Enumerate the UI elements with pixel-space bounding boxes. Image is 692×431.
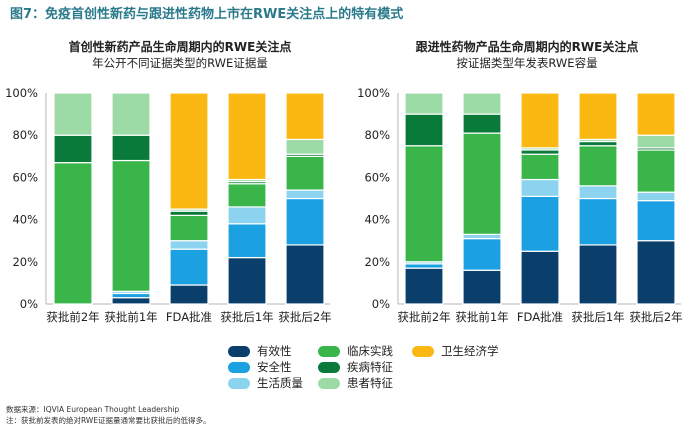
right-bar-segment [404, 92, 444, 115]
right-bar-segment [636, 149, 676, 193]
left-bar-segment [285, 189, 325, 200]
right-bar-segment [404, 145, 444, 263]
left-category-label: 获批前2年 [46, 310, 99, 324]
right-chart-subtitle: 按证据类型年发表RWE容量 [456, 56, 598, 70]
right-bar-segment [520, 195, 560, 252]
right-ytick-label: 20% [364, 255, 390, 269]
left-bar-segment [227, 206, 267, 225]
right-bar-segment [636, 240, 676, 305]
right-bar-segment [520, 250, 560, 305]
right-bar-segment [520, 178, 560, 197]
right-bar-segment [578, 140, 618, 147]
left-bar-segment [169, 240, 209, 250]
left-bar-segment [111, 159, 151, 292]
left-bar-segment [53, 134, 93, 164]
left-category-label: 获批后2年 [278, 310, 331, 324]
right-bar-segment [578, 145, 618, 187]
left-bar-segment [285, 244, 325, 305]
right-bar-segment [462, 132, 502, 235]
right-bar-segment [404, 113, 444, 147]
right-bar-segment [462, 233, 502, 240]
right-bar-segment [462, 113, 502, 134]
left-ytick-label: 100% [5, 86, 38, 100]
left-ytick-label: 20% [12, 255, 38, 269]
left-bar-segment [227, 223, 267, 259]
right-category-label: 获批前2年 [397, 310, 450, 324]
left-bar-segment [227, 256, 267, 305]
right-bar-segment [578, 92, 618, 141]
right-category-label: 获批后1年 [571, 310, 624, 324]
right-bar-segment [520, 149, 560, 155]
right-bar-segment [578, 185, 618, 200]
right-ytick-label: 40% [364, 213, 390, 227]
left-category-label: 获批前1年 [104, 310, 157, 324]
right-bar-segment [462, 237, 502, 271]
right-ytick-label: 100% [357, 86, 390, 100]
left-bar-segment [169, 248, 209, 286]
right-bar-segment [578, 197, 618, 246]
left-bar-segment [111, 292, 151, 299]
left-bar-segment [111, 92, 151, 136]
right-bar-segment [636, 92, 676, 136]
left-category-label: 获批后1年 [220, 310, 273, 324]
right-category-label: 获批前1年 [455, 310, 508, 324]
left-bar-segment [285, 92, 325, 141]
left-bar-segment [169, 210, 209, 216]
left-bar-segment [169, 284, 209, 305]
left-bar-segment [285, 197, 325, 246]
right-bar-segment [636, 134, 676, 149]
left-category-label: FDA批准 [166, 310, 212, 324]
right-bar-segment [578, 244, 618, 305]
left-ytick-label: 40% [12, 213, 38, 227]
left-ytick-label: 0% [20, 297, 38, 311]
right-ytick-label: 0% [372, 297, 390, 311]
figure-title: 图7：免疫首创性新药与跟进性药物上市在RWE关注点上的特有模式 [10, 7, 404, 22]
right-chart-title: 跟进性药物产品生命周期内的RWE关注点 [415, 40, 639, 54]
right-bar-segment [462, 92, 502, 115]
right-category-label: 获批后2年 [629, 310, 682, 324]
footnote-note: 注：获批前发表的绝对RWE证据量通常要比获批后的低得多。 [6, 416, 211, 425]
right-bar-segment [462, 269, 502, 305]
right-bar-segment [636, 191, 676, 202]
left-chart-subtitle: 年公开不同证据类型的RWE证据量 [92, 56, 268, 70]
right-ytick-label: 60% [364, 170, 390, 184]
left-bar-segment [111, 297, 151, 305]
right-bar-segment [636, 200, 676, 242]
left-bar-segment [285, 138, 325, 155]
left-ytick-label: 80% [12, 128, 38, 142]
left-bar-segment [227, 92, 267, 181]
left-ytick-label: 60% [12, 170, 38, 184]
left-chart-title: 首创性新药产品生命周期内的RWE关注点 [68, 40, 292, 54]
left-bar-segment [53, 162, 93, 305]
left-bar-segment [111, 134, 151, 162]
left-bar-segment [227, 183, 267, 208]
left-bar-segment [285, 155, 325, 191]
right-ytick-label: 80% [364, 128, 390, 142]
right-bar-segment [404, 263, 444, 269]
right-category-label: FDA批准 [517, 310, 563, 324]
footnote-source: 数据来源：IQVIA European Thought Leadership [6, 405, 180, 414]
right-bar-segment [520, 92, 560, 149]
right-bar-segment [520, 153, 560, 181]
left-bar-segment [53, 92, 93, 136]
left-bar-segment [169, 214, 209, 242]
right-bar-segment [404, 267, 444, 305]
left-bar-segment [169, 92, 209, 210]
